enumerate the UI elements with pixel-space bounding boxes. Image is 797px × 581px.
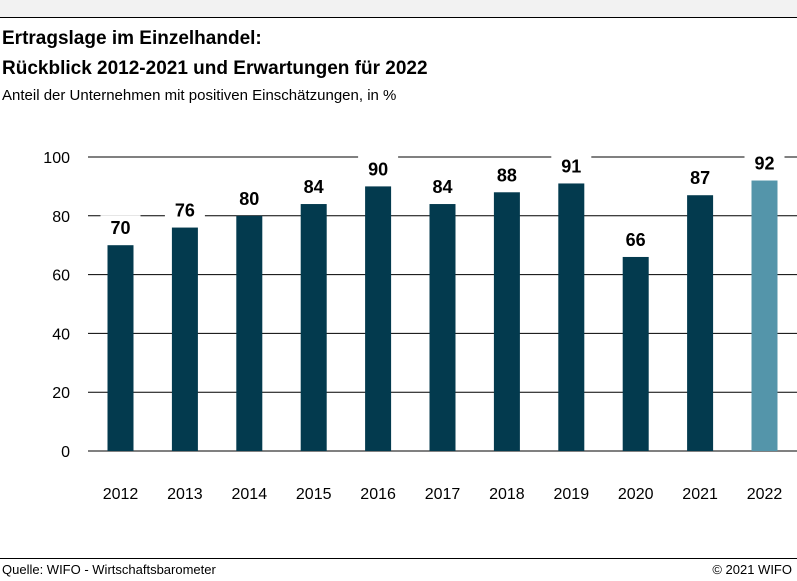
data-label: 66 [626, 230, 646, 250]
bar [171, 227, 198, 451]
bar [622, 256, 649, 451]
data-label: 92 [754, 154, 774, 174]
data-label-background [551, 153, 592, 178]
bar [365, 186, 392, 451]
x-tick-label: 2020 [618, 486, 654, 503]
chart-title-line2: Rückblick 2012-2021 und Erwartungen für … [2, 58, 428, 79]
data-label: 88 [497, 165, 517, 185]
data-label: 70 [110, 218, 130, 238]
data-label-background [422, 174, 463, 199]
data-label: 84 [304, 177, 324, 197]
chart-title-line1: Ertragslage im Einzelhandel: [2, 28, 262, 49]
bar [687, 195, 714, 451]
data-label-background [615, 226, 656, 251]
x-tick-label: 2015 [296, 486, 332, 503]
y-tick-label: 40 [52, 326, 70, 343]
y-tick-label: 20 [52, 385, 70, 402]
chart-subtitle: Anteil der Unternehmen mit positiven Ein… [2, 87, 397, 104]
x-tick-label: 2012 [103, 486, 139, 503]
data-label-background [293, 174, 334, 199]
data-label: 76 [175, 201, 195, 221]
x-tick-label: 2017 [425, 486, 461, 503]
data-label-background [100, 215, 141, 240]
bar-chart: 0 20 40 60 80 100 70 2012 76 2013 80 2014 84 2015 90 20… [43, 150, 797, 503]
x-tick-label: 2014 [232, 486, 268, 503]
top-rule [0, 17, 797, 18]
data-label: 90 [368, 159, 388, 179]
data-label-background [744, 150, 785, 175]
copyright-note: © 2021 WIFO [712, 562, 792, 577]
bar [751, 180, 778, 451]
bar [300, 204, 327, 451]
x-tick-label: 2021 [682, 486, 718, 503]
data-label-background [164, 197, 205, 222]
x-tick-label: 2018 [489, 486, 525, 503]
x-tick-label: 2022 [747, 486, 783, 503]
bottom-rule [0, 558, 797, 559]
bar [493, 192, 520, 451]
bar [236, 215, 263, 451]
x-tick-label: 2013 [167, 486, 203, 503]
data-label: 80 [239, 189, 259, 209]
y-tick-label: 0 [61, 444, 70, 461]
x-tick-label: 2019 [554, 486, 590, 503]
bar [429, 204, 456, 451]
data-label: 87 [690, 168, 710, 188]
y-tick-label: 100 [43, 150, 70, 167]
bar [558, 183, 585, 451]
bar [107, 245, 134, 451]
data-label-background [486, 162, 527, 187]
data-label-background [680, 165, 721, 190]
y-tick-label: 80 [52, 209, 70, 226]
data-label: 84 [432, 177, 452, 197]
x-tick-label: 2016 [360, 486, 396, 503]
y-tick-label: 60 [52, 268, 70, 285]
data-label-background [358, 156, 399, 181]
data-label: 91 [561, 156, 581, 176]
data-label-background [229, 185, 270, 210]
source-note: Quelle: WIFO - Wirtschaftsbarometer [2, 562, 216, 577]
top-band [0, 0, 797, 17]
